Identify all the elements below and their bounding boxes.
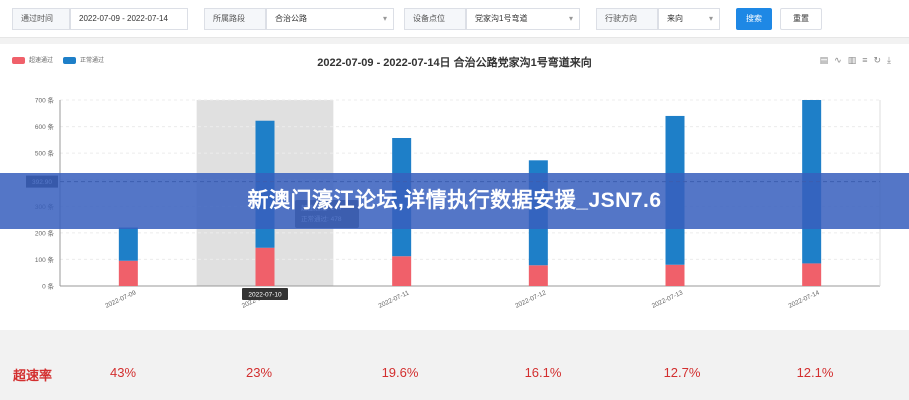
point-select-value: 党家沟1号弯道 xyxy=(475,14,528,23)
y-tick-label: 0 条 xyxy=(42,282,54,291)
bar-overspeed xyxy=(528,265,548,286)
bar-overspeed xyxy=(665,264,685,286)
direction-select-value: 来向 xyxy=(667,14,683,23)
y-tick-label: 600 条 xyxy=(35,122,55,131)
data-view-icon[interactable]: ▤ xyxy=(819,55,829,65)
stack-icon[interactable]: ≡ xyxy=(862,55,868,65)
chart-toolbox: ▤ ∿ ▥ ≡ ↻ ⤓ xyxy=(820,55,891,66)
time-filter-label: 通过时间 xyxy=(12,8,70,30)
banner-text: 新澳门濠江论坛,详情执行数据安援_JSN7.6 xyxy=(247,189,662,212)
bar-chart-icon[interactable]: ▥ xyxy=(847,55,857,65)
x-tick-label: 2022-07-13 xyxy=(651,289,684,310)
chart-title: 2022-07-09 - 2022-07-14日 合治公路党家沟1号弯道来向 xyxy=(317,57,592,69)
road-filter-label: 所属路段 xyxy=(204,8,266,30)
bar-overspeed xyxy=(118,260,138,286)
chevron-down-icon: ▾ xyxy=(708,14,713,23)
x-tick-label: 2022-07-11 xyxy=(378,289,411,309)
legend-swatch-overspeed xyxy=(12,56,25,64)
road-select-value: 合治公路 xyxy=(275,14,307,23)
reset-button[interactable]: 重置 xyxy=(780,8,822,30)
x-tick-label: 2022-07-14 xyxy=(788,289,821,310)
point-select[interactable]: 党家沟1号弯道 ▾ xyxy=(466,8,580,30)
bar-overspeed xyxy=(392,256,412,286)
legend-swatch-normal xyxy=(63,56,77,64)
line-chart-icon[interactable]: ∿ xyxy=(834,55,842,65)
y-tick-label: 100 条 xyxy=(35,255,55,264)
rate-value: 12.1% xyxy=(796,365,834,380)
direction-filter-label: 行驶方向 xyxy=(596,8,658,30)
filter-bar: 通过时间 2022-07-09 - 2022-07-14 所属路段 合治公路 ▾… xyxy=(0,0,909,38)
rate-row: 超速率 43% 23% 19.6% 16.1% 12.7% 12.1% xyxy=(0,350,909,396)
time-range-input[interactable]: 2022-07-09 - 2022-07-14 xyxy=(70,8,188,30)
bar-normal xyxy=(118,227,138,261)
x-tick-label: 2022-07-12 xyxy=(514,289,547,310)
banner-overlay xyxy=(0,173,909,229)
chevron-down-icon: ▾ xyxy=(568,14,573,23)
bar-overspeed xyxy=(255,247,275,286)
restore-icon[interactable]: ↻ xyxy=(873,55,882,65)
y-tick-label: 200 条 xyxy=(35,228,55,237)
point-filter-label: 设备点位 xyxy=(404,8,466,30)
rate-value: 43% xyxy=(109,365,137,380)
legend-label-overspeed: 超速通过 xyxy=(29,58,54,64)
rate-value: 19.6% xyxy=(381,365,419,380)
hover-axis-tag-label: 2022-07-10 xyxy=(248,292,282,299)
road-select[interactable]: 合治公路 ▾ xyxy=(266,8,394,30)
search-button[interactable]: 搜索 xyxy=(736,8,772,30)
bar-overspeed xyxy=(802,263,822,286)
rate-value: 12.7% xyxy=(663,365,701,380)
y-tick-label: 500 条 xyxy=(35,149,55,158)
rate-value: 16.1% xyxy=(524,365,562,380)
chart-legend: 超速通过 正常通过 xyxy=(12,55,104,64)
legend-label-normal: 正常通过 xyxy=(80,58,105,64)
legend-item-overspeed[interactable]: 超速通过 xyxy=(12,55,53,64)
x-tick-label: 2022-07-09 xyxy=(104,289,137,310)
legend-item-normal[interactable]: 正常通过 xyxy=(63,55,104,64)
direction-select[interactable]: 来向 ▾ xyxy=(658,8,720,30)
rate-label: 超速率 xyxy=(13,368,53,383)
hover-axis-tag xyxy=(242,288,288,300)
download-icon[interactable]: ⤓ xyxy=(887,55,891,65)
y-tick-label: 700 条 xyxy=(35,96,55,105)
chevron-down-icon: ▾ xyxy=(382,14,387,23)
rate-value: 23% xyxy=(245,365,273,380)
